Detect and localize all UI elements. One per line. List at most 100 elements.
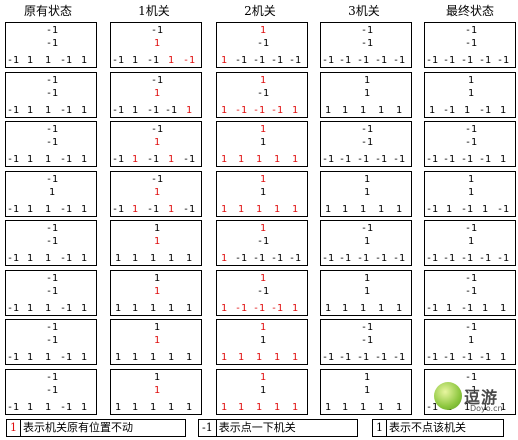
- top-value: 1: [153, 384, 161, 396]
- bottom-value: -1: [6, 302, 20, 314]
- top-value: -1: [45, 87, 59, 99]
- bottom-value: 1: [220, 104, 228, 116]
- bottom-value: -1: [59, 154, 73, 165]
- bottom-value: 1: [291, 104, 299, 116]
- top-value: 1: [153, 236, 161, 247]
- top-value: -1: [464, 371, 478, 383]
- top-value: -1: [45, 285, 59, 297]
- bottom-value: 1: [80, 253, 88, 264]
- bottom-value: -1: [111, 154, 125, 165]
- bottom-value: 1: [395, 302, 403, 314]
- top-value: 1: [259, 223, 267, 234]
- bottom-value: -1: [425, 302, 439, 314]
- top-value: -1: [45, 173, 59, 185]
- bottom-value: -1: [182, 203, 196, 215]
- bottom-value: -1: [496, 253, 510, 264]
- bottom-value: 1: [131, 203, 139, 215]
- bottom-value: -1: [442, 154, 456, 165]
- bottom-value: 1: [167, 55, 175, 66]
- bottom-value: -1: [460, 154, 474, 165]
- top-value: 1: [259, 74, 267, 86]
- top-value: -1: [45, 137, 59, 148]
- bottom-value: 1: [114, 352, 122, 363]
- bottom-value: 1: [499, 401, 507, 413]
- state-cell: -1 1 -1 -1 -1 -1 -1: [320, 220, 412, 266]
- bottom-value: -1: [478, 154, 492, 165]
- bottom-value: 1: [273, 154, 281, 165]
- header-original-state: 原有状态: [23, 4, 72, 18]
- bottom-value: -1: [425, 55, 439, 66]
- bottom-value: -1: [59, 253, 73, 264]
- bottom-value: 1: [26, 55, 34, 66]
- bottom-value: -1: [460, 203, 474, 215]
- state-cell: -1 -1 -1 -1 -1 -1 -1: [320, 319, 412, 365]
- top-value: -1: [45, 335, 59, 346]
- bottom-value: 1: [80, 154, 88, 165]
- bottom-value: -1: [356, 154, 370, 165]
- bottom-value: -1: [338, 253, 352, 264]
- bottom-value: -1: [425, 352, 439, 363]
- top-value: -1: [464, 384, 478, 396]
- top-value: 1: [153, 186, 161, 198]
- state-cell: -1 -1 -1 1 1 1 1: [424, 368, 516, 415]
- bottom-value: 1: [26, 154, 34, 165]
- top-value: -1: [464, 272, 478, 284]
- bottom-value: 1: [445, 203, 453, 215]
- bottom-value: -1: [392, 154, 406, 165]
- top-value: 1: [259, 322, 267, 333]
- bottom-value: 1: [114, 253, 122, 264]
- bottom-value: 1: [26, 401, 34, 413]
- bottom-value: 1: [255, 203, 263, 215]
- top-value: -1: [45, 322, 59, 333]
- top-value: -1: [464, 322, 478, 333]
- bottom-value: -1: [270, 302, 284, 314]
- bottom-value: 1: [291, 203, 299, 215]
- bottom-value: -1: [111, 203, 125, 215]
- bottom-value: 1: [377, 302, 385, 314]
- top-value: 1: [467, 186, 475, 198]
- state-cell: -1 -1 -1 1 1 -1 1: [5, 368, 97, 415]
- bottom-value: 1: [220, 55, 228, 66]
- top-value: -1: [45, 384, 59, 396]
- bottom-value: -1: [478, 253, 492, 264]
- top-value: 1: [467, 74, 475, 86]
- top-value: 1: [259, 384, 267, 396]
- bottom-value: 1: [237, 203, 245, 215]
- bottom-value: -1: [460, 352, 474, 363]
- bottom-value: -1: [442, 104, 456, 116]
- top-value: 1: [48, 186, 56, 198]
- bottom-value: 1: [255, 401, 263, 413]
- top-value: -1: [360, 38, 374, 49]
- state-cell: -1 -1 -1 1 1 -1 1: [5, 319, 97, 365]
- bottom-value: 1: [185, 352, 193, 363]
- bottom-value: -1: [234, 302, 248, 314]
- top-value: -1: [256, 87, 270, 99]
- bottom-value: -1: [252, 253, 266, 264]
- state-cell: -1 -1 -1 1 -1 1 1: [424, 269, 516, 316]
- top-value: -1: [256, 236, 270, 247]
- bottom-value: -1: [442, 253, 456, 264]
- top-value: -1: [45, 236, 59, 247]
- bottom-value: -1: [146, 104, 160, 116]
- bottom-value: -1: [392, 55, 406, 66]
- bottom-value: 1: [149, 302, 157, 314]
- state-cell: -1 1 -1 1 -1 1 -1: [110, 121, 202, 167]
- state-cell: -1 -1 -1 -1 -1 -1 1: [424, 121, 516, 167]
- bottom-value: 1: [291, 154, 299, 165]
- top-value: 1: [259, 272, 267, 284]
- top-value: -1: [45, 371, 59, 383]
- bottom-value: 1: [80, 203, 88, 215]
- bottom-value: 1: [499, 154, 507, 165]
- bottom-value: 1: [273, 352, 281, 363]
- top-value: 1: [153, 38, 161, 49]
- bottom-value: 1: [131, 104, 139, 116]
- legend-text: 表示不点该机关: [389, 421, 466, 434]
- top-value: -1: [45, 272, 59, 284]
- bottom-value: 1: [167, 302, 175, 314]
- bottom-value: 1: [237, 401, 245, 413]
- state-cell: -1 1 -1 1 -1 1 -1: [110, 170, 202, 217]
- bottom-value: -1: [478, 352, 492, 363]
- bottom-value: 1: [114, 401, 122, 413]
